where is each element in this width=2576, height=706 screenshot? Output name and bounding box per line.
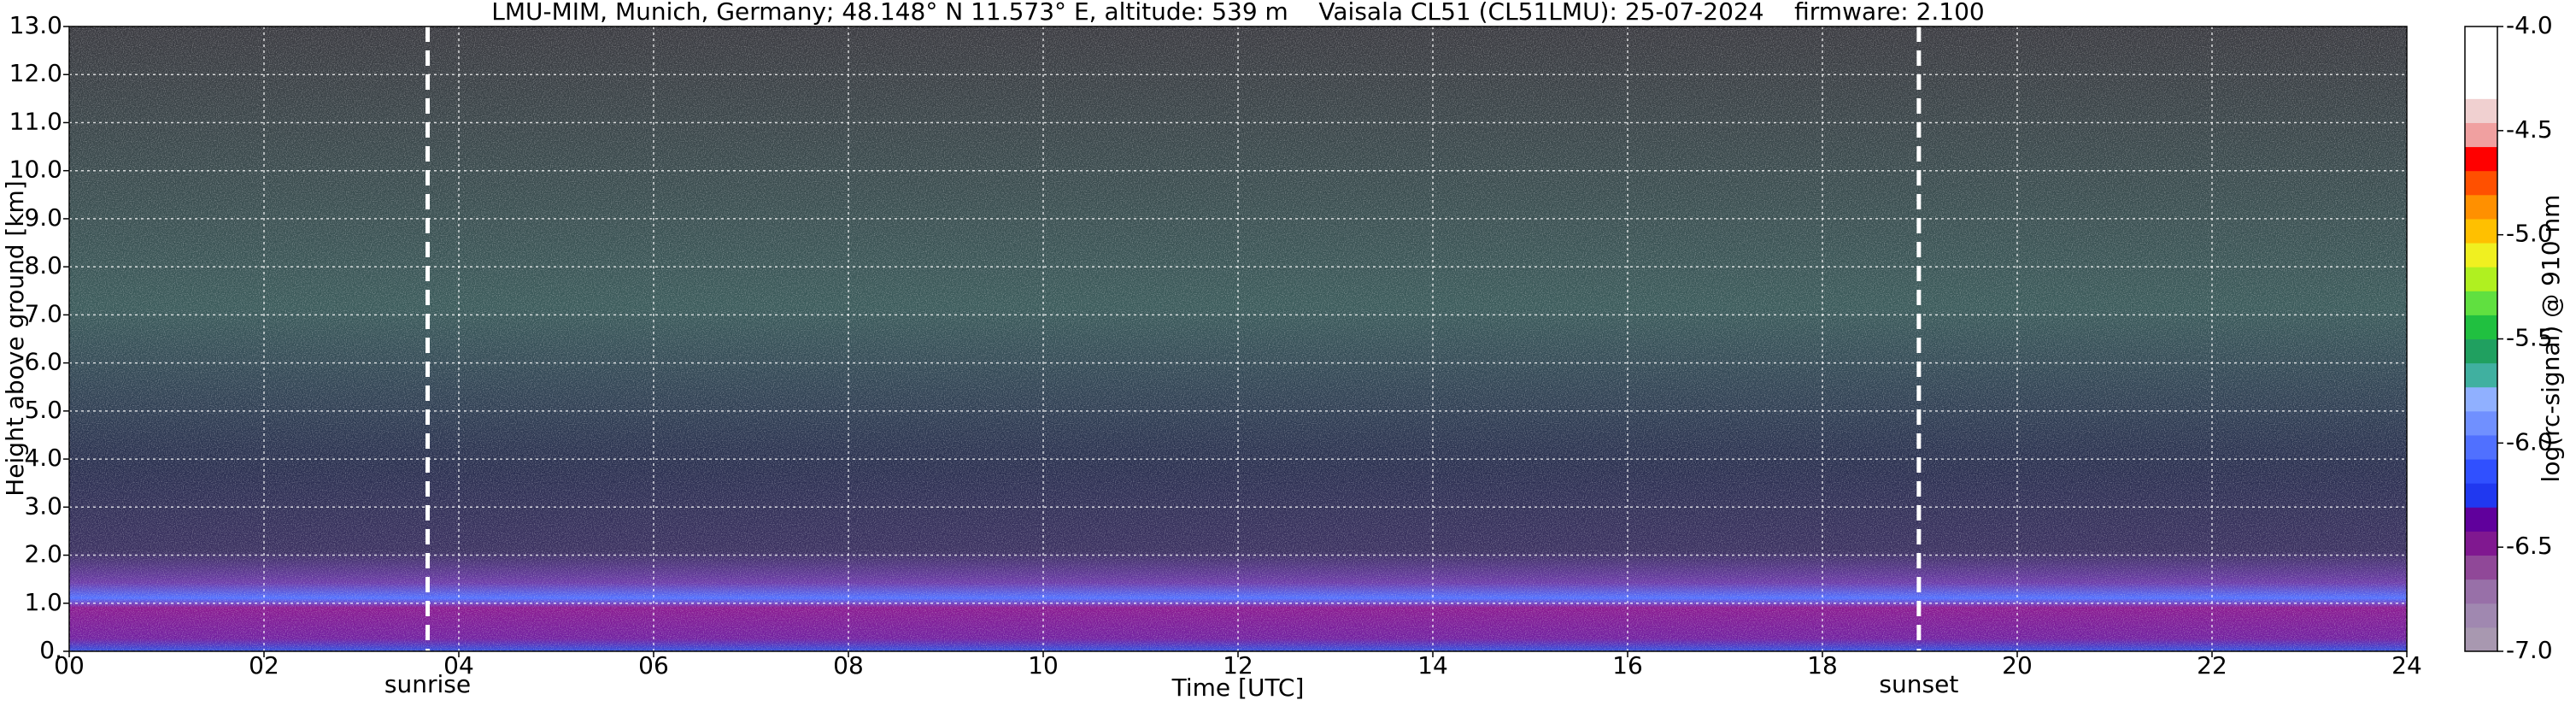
colorbar-segment	[2465, 243, 2497, 268]
colorbar-segment	[2465, 507, 2497, 532]
y-tick-label: 3.0	[24, 491, 62, 520]
colorbar-segment	[2465, 218, 2497, 244]
colorbar-segment	[2465, 531, 2497, 556]
colorbar-tick-label: -4.0	[2506, 11, 2553, 39]
colorbar-tick-label: -5.5	[2506, 324, 2553, 352]
x-tick-label: 06	[638, 651, 669, 680]
x-tick-label: 14	[1417, 651, 1448, 680]
colorbar-segment	[2465, 362, 2497, 388]
x-tick-label: 22	[2197, 651, 2227, 680]
y-tick-label: 10.0	[9, 156, 62, 184]
colorbar-segment	[2465, 603, 2497, 628]
x-tick-label: 04	[443, 651, 474, 680]
annotation-label: sunset	[1879, 670, 1958, 698]
colorbar-segment	[2465, 146, 2497, 172]
colorbar-segment	[2465, 74, 2497, 99]
y-tick-label: 8.0	[24, 251, 62, 279]
y-tick-label: 12.0	[9, 59, 62, 87]
colorbar-tick-label: -6.5	[2506, 532, 2553, 560]
colorbar-segment	[2465, 338, 2497, 364]
colorbar-segment	[2465, 555, 2497, 580]
annotation-label: sunrise	[384, 670, 471, 698]
y-tick-label: 4.0	[24, 444, 62, 472]
plot-frame	[68, 26, 2408, 652]
x-tick-label: 20	[2002, 651, 2033, 680]
y-tick-label: 2.0	[24, 540, 62, 568]
colorbar-segment	[2465, 194, 2497, 220]
x-tick-label: 00	[54, 651, 85, 680]
x-tick-label: 10	[1028, 651, 1059, 680]
y-axis-label: Height above ground [km]	[1, 180, 29, 497]
colorbar-segment	[2465, 579, 2497, 604]
colorbar-segment	[2465, 26, 2497, 51]
colorbar-tick-label: -6.0	[2506, 427, 2553, 456]
y-tick-label: 0.	[39, 636, 62, 664]
colorbar-segment	[2465, 627, 2497, 652]
colorbar-segment	[2465, 434, 2497, 460]
chart-title: LMU-MIM, Munich, Germany; 48.148° N 11.5…	[491, 0, 1985, 26]
colorbar-segment	[2465, 315, 2497, 339]
y-tick-label: 13.0	[9, 11, 62, 39]
x-tick-label: 18	[1807, 651, 1838, 680]
y-tick-label: 6.0	[24, 348, 62, 376]
colorbar-label: log(rc-signal) @ 910 nm	[2537, 195, 2565, 483]
colorbar-segment	[2465, 291, 2497, 315]
y-tick-label: 1.0	[24, 588, 62, 616]
colorbar-segment	[2465, 122, 2497, 148]
x-tick-label: 02	[249, 651, 279, 680]
colorbar-tick-label: -7.0	[2506, 636, 2553, 664]
colorbar-segment	[2465, 170, 2497, 196]
y-tick-label: 11.0	[9, 107, 62, 135]
y-tick-label: 7.0	[24, 299, 62, 327]
x-tick-label: 16	[1612, 651, 1643, 680]
colorbar-tick-label: -4.5	[2506, 115, 2553, 144]
y-tick-label: 9.0	[24, 203, 62, 232]
colorbar-segment	[2465, 410, 2497, 436]
x-axis-label: Time [UTC]	[1171, 674, 1305, 702]
colorbar-segment	[2465, 98, 2497, 123]
colorbar-segment	[2465, 267, 2497, 291]
colorbar-segment	[2465, 459, 2497, 484]
y-tick-label: 5.0	[24, 396, 62, 424]
x-tick-label: 08	[833, 651, 864, 680]
colorbar-tick-label: -5.0	[2506, 220, 2553, 248]
x-tick-label: 24	[2391, 651, 2422, 680]
x-tick-label: 12	[1223, 651, 1253, 680]
colorbar-segment	[2465, 50, 2497, 75]
colorbar-segment	[2465, 483, 2497, 508]
colorbar-segment	[2465, 386, 2497, 412]
